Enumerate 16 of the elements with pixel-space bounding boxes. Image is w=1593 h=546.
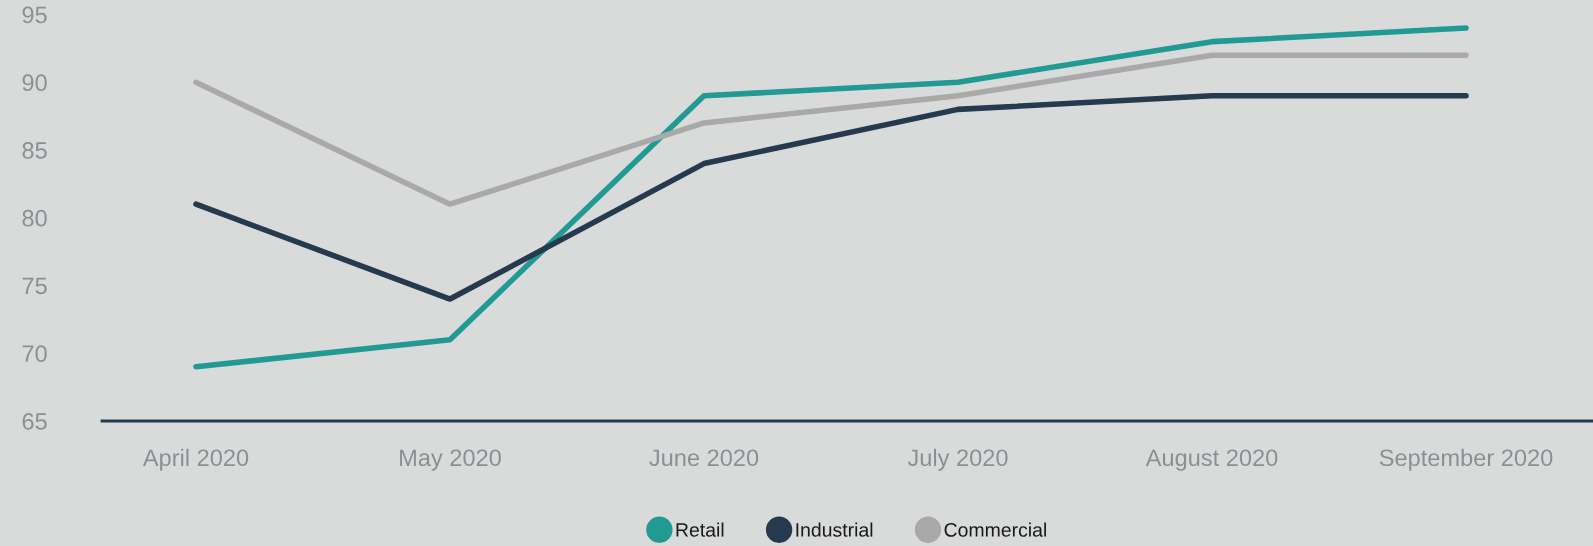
y-tick-label: 80 — [22, 209, 47, 227]
legend-label: Commercial — [944, 522, 1046, 537]
x-tick-label: July 2020 — [907, 448, 1008, 471]
y-tick-label: 95 — [22, 6, 47, 24]
x-tick-label: May 2020 — [400, 449, 501, 471]
x-tick-label: April 2020 — [142, 448, 249, 471]
y-tick-label: 90 — [22, 74, 47, 92]
x-tick-label: June 2020 — [649, 449, 759, 467]
x-tick-label: September 2020 — [1379, 448, 1553, 471]
legend-label: Industrial — [796, 522, 873, 537]
y-tick-label: 70 — [22, 345, 47, 363]
x-tick-label: August 2020 — [1145, 449, 1278, 471]
y-tick-label: 65 — [22, 413, 47, 430]
y-tick-label: 75 — [22, 277, 47, 295]
y-tick-label: 85 — [22, 142, 47, 159]
legend-label: Retail — [676, 522, 724, 537]
